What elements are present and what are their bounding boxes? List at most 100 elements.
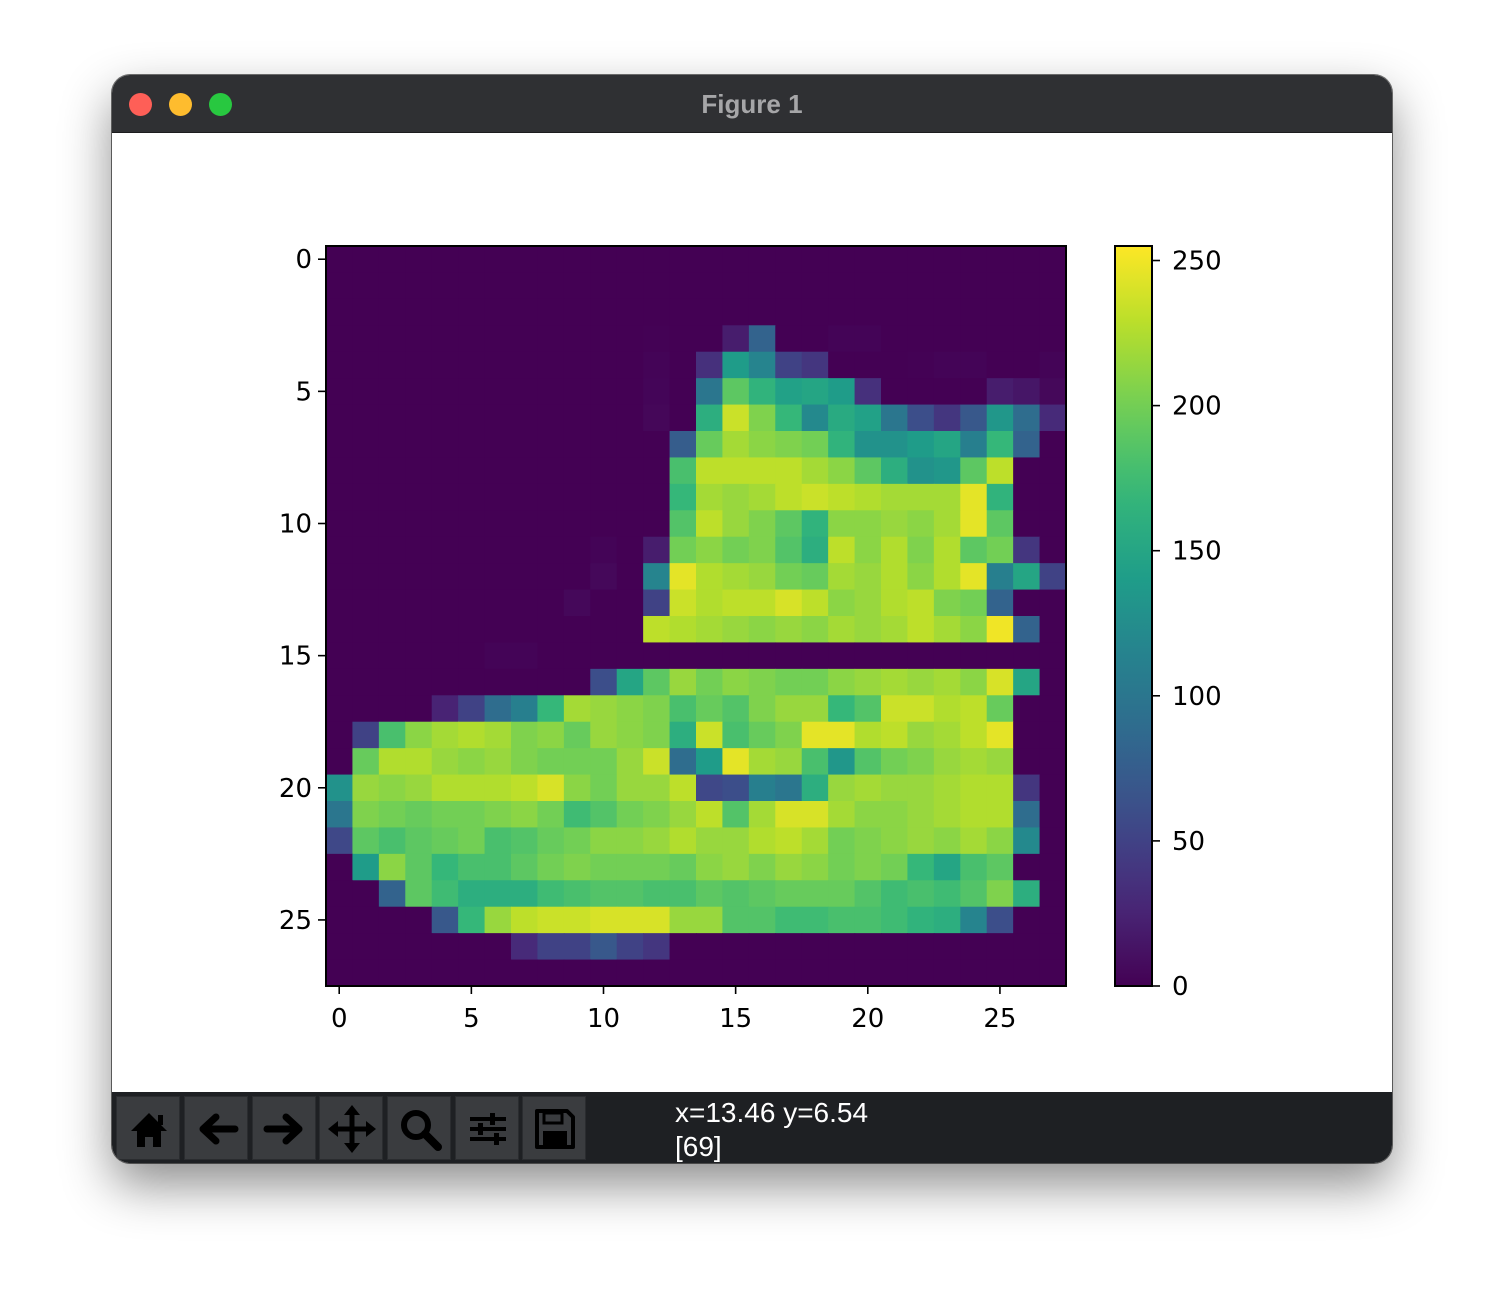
heatmap-cell [643, 404, 671, 432]
heatmap-cell [669, 748, 697, 776]
heatmap-cell [933, 457, 961, 485]
save-button[interactable] [522, 1096, 586, 1160]
heatmap-cell [484, 827, 512, 855]
heatmap-cell [801, 563, 829, 591]
heatmap-cell [405, 457, 433, 485]
heatmap-cell [405, 563, 433, 591]
heatmap-chart[interactable]: 0 5 10 15 20 25 0 5 10 15 20 25 0 50 100 150 200 250 [112, 133, 1392, 1092]
heatmap-cell [537, 510, 565, 538]
heatmap-cell [484, 880, 512, 908]
back-button[interactable] [184, 1096, 248, 1160]
heatmap-cell [405, 351, 433, 379]
heatmap-cell [1039, 563, 1067, 591]
heatmap-cell [484, 325, 512, 353]
heatmap-cell [352, 880, 380, 908]
heatmap-cell [537, 801, 565, 829]
heatmap-cell [960, 351, 988, 379]
heatmap-cell [933, 642, 961, 670]
heatmap-cell [616, 906, 644, 934]
heatmap-cell [986, 906, 1014, 934]
close-window-button[interactable] [129, 93, 152, 116]
heatmap-cell [748, 378, 776, 406]
heatmap-cell [352, 801, 380, 829]
heatmap-cell [960, 774, 988, 802]
heatmap-cell [854, 378, 882, 406]
heatmap-cell [458, 457, 486, 485]
heatmap-cell [722, 933, 750, 961]
heatmap-cell [537, 853, 565, 881]
heatmap-cell [511, 378, 539, 406]
heatmap-cell [458, 801, 486, 829]
heatmap-cell [960, 959, 988, 987]
home-button[interactable] [116, 1096, 180, 1160]
heatmap-cell [537, 906, 565, 934]
heatmap-cell [1039, 510, 1067, 538]
figure-canvas[interactable]: 0 5 10 15 20 25 0 5 10 15 20 25 0 50 100 150 200 250 [112, 133, 1392, 1092]
heatmap-cell [326, 325, 354, 353]
heatmap-cell [511, 853, 539, 881]
heatmap-cell [960, 563, 988, 591]
heatmap-cell [563, 642, 591, 670]
heatmap-cell [405, 695, 433, 723]
heatmap-cell [484, 298, 512, 326]
heatmap-cell [669, 959, 697, 987]
heatmap-cell [696, 457, 724, 485]
heatmap-cell [881, 748, 909, 776]
heatmap-cell [696, 801, 724, 829]
heatmap-cell [986, 378, 1014, 406]
heatmap-cell [405, 853, 433, 881]
heatmap-cell [1013, 246, 1041, 274]
heatmap-cell [828, 563, 856, 591]
heatmap-cell [458, 272, 486, 300]
forward-button[interactable] [252, 1096, 316, 1160]
heatmap-cell [696, 616, 724, 644]
heatmap-cell [352, 959, 380, 987]
heatmap-cell [378, 933, 406, 961]
minimize-window-button[interactable] [169, 93, 192, 116]
maximize-window-button[interactable] [209, 93, 232, 116]
heatmap-cell [511, 933, 539, 961]
heatmap-cell [828, 378, 856, 406]
cursor-pixel-value: [69] [675, 1131, 722, 1162]
heatmap-cell [828, 431, 856, 459]
heatmap-cell [352, 827, 380, 855]
heatmap-cell [854, 748, 882, 776]
heatmap-cell [352, 616, 380, 644]
heatmap-cell [669, 774, 697, 802]
heatmap-cell [881, 933, 909, 961]
heatmap-cell [960, 827, 988, 855]
heatmap-cell [537, 457, 565, 485]
heatmap-cell [722, 563, 750, 591]
heatmap-cell [326, 695, 354, 723]
heatmap-cell [986, 589, 1014, 617]
heatmap-cell [722, 721, 750, 749]
heatmap-cell [352, 536, 380, 564]
heatmap-cell [537, 325, 565, 353]
heatmap-cell [616, 298, 644, 326]
heatmap-cell [696, 748, 724, 776]
heatmap-cell [801, 536, 829, 564]
heatmap-cell [378, 325, 406, 353]
heatmap-cell [563, 536, 591, 564]
configure-subplots-button[interactable] [455, 1096, 519, 1160]
zoom-button[interactable] [387, 1096, 451, 1160]
heatmap-cell [722, 483, 750, 511]
pan-button[interactable] [319, 1096, 383, 1160]
heatmap-cell [590, 563, 618, 591]
heatmap-cell [590, 536, 618, 564]
heatmap-cell [405, 801, 433, 829]
title-bar[interactable]: Figure 1 [112, 75, 1392, 133]
heatmap-cell [881, 536, 909, 564]
heatmap-cell [563, 616, 591, 644]
heatmap-cell [722, 642, 750, 670]
heatmap-cell [458, 563, 486, 591]
heatmap-cell [458, 853, 486, 881]
heatmap-cell [378, 906, 406, 934]
heatmap-cell [881, 880, 909, 908]
heatmap-cell [326, 563, 354, 591]
heatmap-cell [828, 695, 856, 723]
heatmap-cell [881, 457, 909, 485]
heatmap-cell [378, 774, 406, 802]
heatmap-cell [669, 563, 697, 591]
heatmap-cell [563, 246, 591, 274]
